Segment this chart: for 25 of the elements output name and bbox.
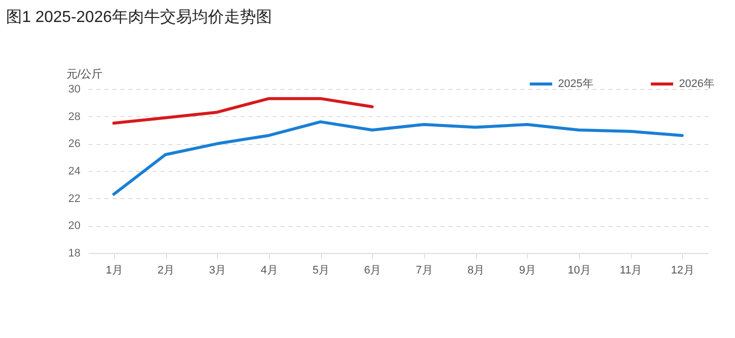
x-tick-label: 5月 (312, 264, 330, 276)
line-series (112, 97, 374, 125)
x-tick-label: 12月 (671, 264, 694, 276)
x-tick-label: 3月 (209, 264, 226, 276)
x-tick-label: 7月 (416, 264, 433, 276)
y-tick-label: 22 (68, 192, 80, 205)
legend-label: 2025年 (558, 78, 594, 90)
x-tick-label: 11月 (620, 264, 642, 276)
y-tick-label: 20 (68, 220, 80, 232)
line-series (112, 120, 684, 196)
x-tick-label: 9月 (519, 264, 536, 276)
y-tick-label: 24 (68, 166, 80, 178)
x-tick-label: 1月 (106, 264, 123, 276)
chart-title: 图1 2025-2026年肉牛交易均价走势图 (6, 8, 272, 26)
legend-label: 2026年 (679, 78, 714, 90)
x-tick-label: 10月 (568, 264, 591, 276)
y-tick-label: 30 (68, 84, 80, 96)
y-axis-title: 元/公斤 (66, 68, 103, 80)
y-tick-label: 28 (68, 110, 80, 123)
x-tick-label: 2月 (157, 264, 175, 276)
y-tick-label: 18 (68, 248, 80, 260)
x-tick-label: 8月 (467, 264, 485, 276)
x-tick-label: 4月 (260, 264, 278, 276)
y-tick-label: 26 (68, 138, 80, 150)
x-tick-label: 6月 (364, 264, 382, 276)
